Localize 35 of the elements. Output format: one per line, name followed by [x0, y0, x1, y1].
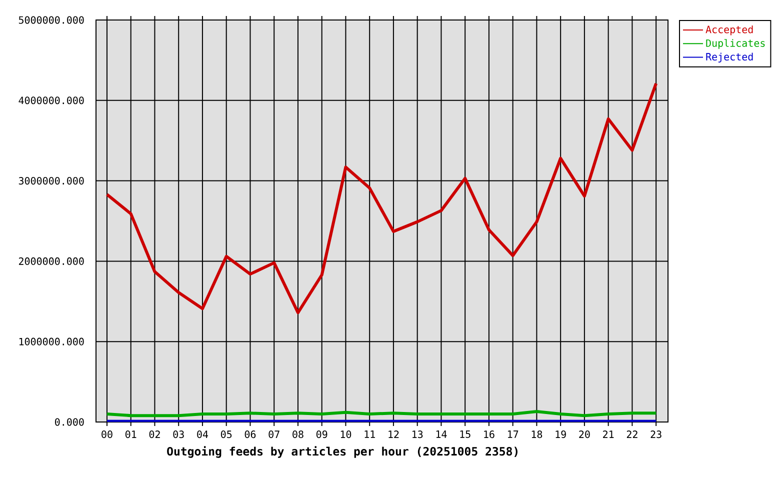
x-tick-label: 15: [460, 430, 470, 438]
x-tick-label: 08: [292, 430, 304, 438]
x-tick-label: 03: [173, 430, 184, 438]
x-tick-label: 04: [197, 430, 208, 438]
legend-label: Accepted: [706, 25, 753, 36]
x-tick-label: 06: [244, 430, 256, 438]
x-tick-label: 19: [556, 430, 566, 438]
x-tick-label: 11: [364, 430, 375, 438]
x-tick-label: 22: [626, 430, 638, 438]
y-tick-label: 4000000.000: [18, 96, 84, 104]
legend-label: Rejected: [706, 52, 753, 62]
line-series: [105, 82, 658, 314]
y-tick-label: 1000000.000: [19, 338, 84, 346]
x-tick-label: 17: [508, 430, 518, 438]
legend-label: Duplicates: [706, 39, 765, 49]
y-tick-label: 0.000: [55, 418, 84, 426]
x-tick-label: 20: [579, 430, 590, 438]
y-tick-label: 3000000.000: [18, 177, 84, 185]
x-tick-label: 09: [316, 430, 328, 438]
x-tick-label: 23: [650, 430, 662, 438]
x-axis-title: Outgoing feeds by articles per hour (20251005 2358): [167, 446, 518, 458]
x-tick-label: 21: [603, 430, 614, 438]
x-tick-label: 02: [149, 430, 160, 438]
x-tick-label: 00: [102, 430, 112, 438]
x-tick-label: 10: [340, 430, 352, 438]
x-tick-label: 12: [388, 430, 399, 438]
x-tick-label: 14: [436, 430, 447, 438]
x-tick-label: 16: [484, 430, 494, 438]
x-tick-label: 07: [268, 430, 280, 438]
y-tick-label: 5000000.000: [18, 16, 84, 24]
x-tick-label: 01: [125, 430, 136, 438]
x-tick-label: 13: [412, 430, 423, 438]
x-tick-label: 18: [532, 430, 542, 438]
x-tick-label: 05: [220, 430, 232, 438]
y-tick-label: 2000000.000: [18, 257, 84, 265]
